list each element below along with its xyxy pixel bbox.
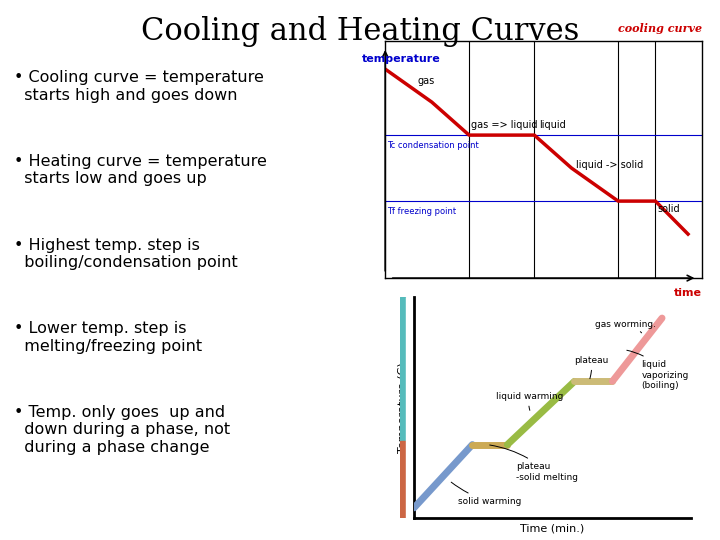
Bar — [406, 297, 413, 518]
Y-axis label: Temperature (C): Temperature (C) — [398, 362, 408, 453]
Text: • Cooling curve = temperature
  starts high and goes down: • Cooling curve = temperature starts hig… — [14, 70, 264, 103]
Text: cooling curve: cooling curve — [618, 23, 702, 33]
Text: gas worming.: gas worming. — [595, 320, 656, 333]
Text: Tf freezing point: Tf freezing point — [387, 207, 456, 217]
Bar — [400, 297, 406, 441]
Text: plateau: plateau — [575, 356, 609, 379]
Text: time: time — [674, 288, 702, 298]
X-axis label: Time (min.): Time (min.) — [521, 524, 585, 534]
Text: plateau
-solid melting: plateau -solid melting — [490, 445, 578, 482]
Text: gas: gas — [418, 77, 435, 86]
Text: • Temp. only goes  up and
  down during a phase, not
  during a phase change: • Temp. only goes up and down during a p… — [14, 405, 230, 455]
Text: temperature: temperature — [362, 53, 441, 64]
Text: solid: solid — [658, 204, 680, 214]
Text: solid warming: solid warming — [451, 482, 521, 506]
Text: • Highest temp. step is
  boiling/condensation point: • Highest temp. step is boiling/condensa… — [14, 238, 238, 270]
Text: • Heating curve = temperature
  starts low and goes up: • Heating curve = temperature starts low… — [14, 154, 267, 186]
Text: liquid -> solid: liquid -> solid — [576, 160, 644, 170]
Text: liquid
vaporizing
(boiling): liquid vaporizing (boiling) — [627, 350, 689, 390]
Bar — [400, 441, 406, 518]
Text: gas => liquid: gas => liquid — [472, 120, 538, 131]
Text: Tc condensation point: Tc condensation point — [387, 141, 480, 150]
Text: liquid warming: liquid warming — [495, 392, 563, 410]
Text: liquid: liquid — [539, 120, 566, 131]
Text: • Lower temp. step is
  melting/freezing point: • Lower temp. step is melting/freezing p… — [14, 321, 202, 354]
Text: Cooling and Heating Curves: Cooling and Heating Curves — [141, 16, 579, 47]
